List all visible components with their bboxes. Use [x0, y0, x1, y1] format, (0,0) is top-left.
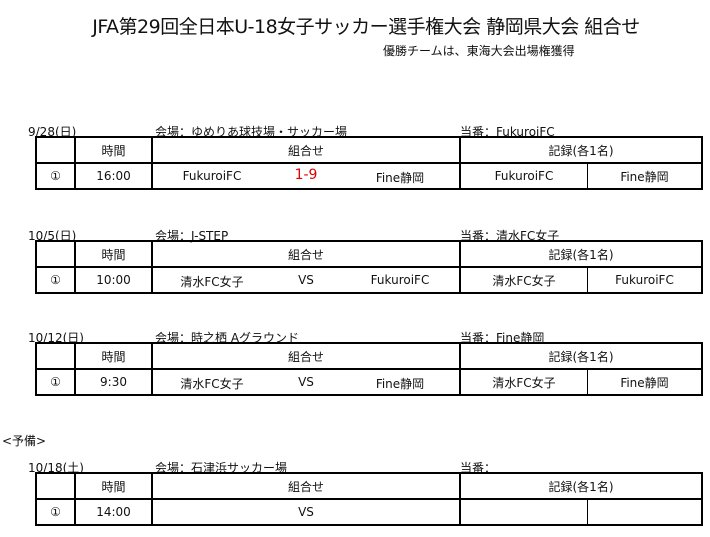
away-team: FukuroiFC [370, 273, 430, 287]
match-table: 時間 組合せ 記録(各1名) ① 10:00 清水FC女子 VS Fukuroi… [35, 240, 703, 294]
match-meta: 9/28(日) 会場：ゆめりあ球技場・サッカー場 当番：FukuroiFC [0, 123, 710, 143]
match-meta: 10/5(日) 会場：J-STEP 当番：清水FC女子 [0, 227, 710, 247]
away-team: Fine静岡 [375, 171, 425, 185]
header-time: 時間 [74, 342, 153, 370]
match-table: 時間 組合せ 記録(各1名) ① 14:00 VS [35, 472, 703, 526]
record-2: Fine静岡 [587, 368, 703, 396]
table-header-row: 時間 組合せ 記録(各1名) [35, 136, 703, 164]
header-time: 時間 [74, 136, 153, 164]
home-team: 清水FC女子 [180, 377, 244, 391]
match-venue: 会場：時之栖 Aグラウンド [155, 331, 300, 345]
match-meta: 10/12(日) 会場：時之栖 Aグラウンド 当番：Fine静岡 [0, 329, 710, 349]
game-match: 清水FC女子 VS FukuroiFC [151, 266, 461, 294]
record-2 [587, 498, 703, 526]
game-match: 清水FC女子 VS Fine静岡 [151, 368, 461, 396]
game-time: 10:00 [74, 266, 153, 294]
match-duty: 当番：Fine静岡 [460, 331, 545, 345]
match-table: 時間 組合せ 記録(各1名) ① 9:30 清水FC女子 VS Fine静岡 清… [35, 342, 703, 396]
match-venue: 会場：J-STEP [155, 229, 229, 243]
match-table: 時間 組合せ 記録(各1名) ① 16:00 FukuroiFC 1-9 Fin… [35, 136, 703, 190]
match-section: 9/28(日) 会場：ゆめりあ球技場・サッカー場 当番：FukuroiFC 時間… [0, 123, 710, 190]
match-date: 10/12(日) [28, 331, 84, 345]
away-team: Fine静岡 [375, 377, 425, 391]
header-record: 記録(各1名) [459, 240, 703, 268]
header-no [35, 472, 76, 500]
record-2: Fine静岡 [587, 162, 703, 190]
game-time: 14:00 [74, 498, 153, 526]
game-result: VS [298, 505, 314, 519]
header-no [35, 240, 76, 268]
table-row: ① 10:00 清水FC女子 VS FukuroiFC 清水FC女子 Fukur… [35, 266, 703, 294]
page-title: JFA第29回全日本U-18女子サッカー選手権大会 静岡県大会 組合せ [92, 16, 640, 38]
game-time: 9:30 [74, 368, 153, 396]
home-team: 清水FC女子 [180, 275, 244, 289]
match-section: 10/18(土) 会場：石津浜サッカー場 当番： 時間 組合せ 記録(各1名) … [0, 459, 710, 526]
record-1: 清水FC女子 [459, 368, 588, 396]
match-date: 10/5(日) [28, 229, 77, 243]
game-match: FukuroiFC 1-9 Fine静岡 [151, 162, 461, 190]
match-duty: 当番： [460, 461, 497, 475]
table-header-row: 時間 組合せ 記録(各1名) [35, 472, 703, 500]
game-result: VS [298, 273, 314, 287]
header-record: 記録(各1名) [459, 136, 703, 164]
home-team: FukuroiFC [182, 169, 242, 183]
reserve-label: <予備> [2, 434, 47, 448]
header-record: 記録(各1名) [459, 342, 703, 370]
game-match: VS [151, 498, 461, 526]
match-duty: 当番：FukuroiFC [460, 125, 555, 139]
record-1: 清水FC女子 [459, 266, 588, 294]
game-no: ① [35, 498, 76, 526]
record-2: FukuroiFC [587, 266, 703, 294]
record-1: FukuroiFC [459, 162, 588, 190]
header-time: 時間 [74, 240, 153, 268]
page-subtitle: 優勝チームは、東海大会出場権獲得 [383, 44, 575, 58]
game-time: 16:00 [74, 162, 153, 190]
match-meta: 10/18(土) 会場：石津浜サッカー場 当番： [0, 459, 710, 479]
game-no: ① [35, 266, 76, 294]
table-row: ① 9:30 清水FC女子 VS Fine静岡 清水FC女子 Fine静岡 [35, 368, 703, 396]
header-match: 組合せ [151, 342, 461, 370]
game-result: 1-9 [294, 167, 318, 183]
match-section: 10/12(日) 会場：時之栖 Aグラウンド 当番：Fine静岡 時間 組合せ … [0, 329, 710, 396]
table-row: ① 16:00 FukuroiFC 1-9 Fine静岡 FukuroiFC F… [35, 162, 703, 190]
header-record: 記録(各1名) [459, 472, 703, 500]
header-match: 組合せ [151, 136, 461, 164]
table-row: ① 14:00 VS [35, 498, 703, 526]
game-result: VS [298, 375, 314, 389]
game-no: ① [35, 162, 76, 190]
match-venue: 会場：ゆめりあ球技場・サッカー場 [155, 125, 348, 139]
record-1 [459, 498, 588, 526]
table-header-row: 時間 組合せ 記録(各1名) [35, 240, 703, 268]
match-venue: 会場：石津浜サッカー場 [155, 461, 288, 475]
header-time: 時間 [74, 472, 153, 500]
match-date: 10/18(土) [28, 461, 84, 475]
table-header-row: 時間 組合せ 記録(各1名) [35, 342, 703, 370]
header-no [35, 136, 76, 164]
game-no: ① [35, 368, 76, 396]
header-match: 組合せ [151, 240, 461, 268]
match-duty: 当番：清水FC女子 [460, 229, 560, 243]
header-match: 組合せ [151, 472, 461, 500]
match-date: 9/28(日) [28, 125, 77, 139]
header-no [35, 342, 76, 370]
match-section: 10/5(日) 会場：J-STEP 当番：清水FC女子 時間 組合せ 記録(各1… [0, 227, 710, 294]
